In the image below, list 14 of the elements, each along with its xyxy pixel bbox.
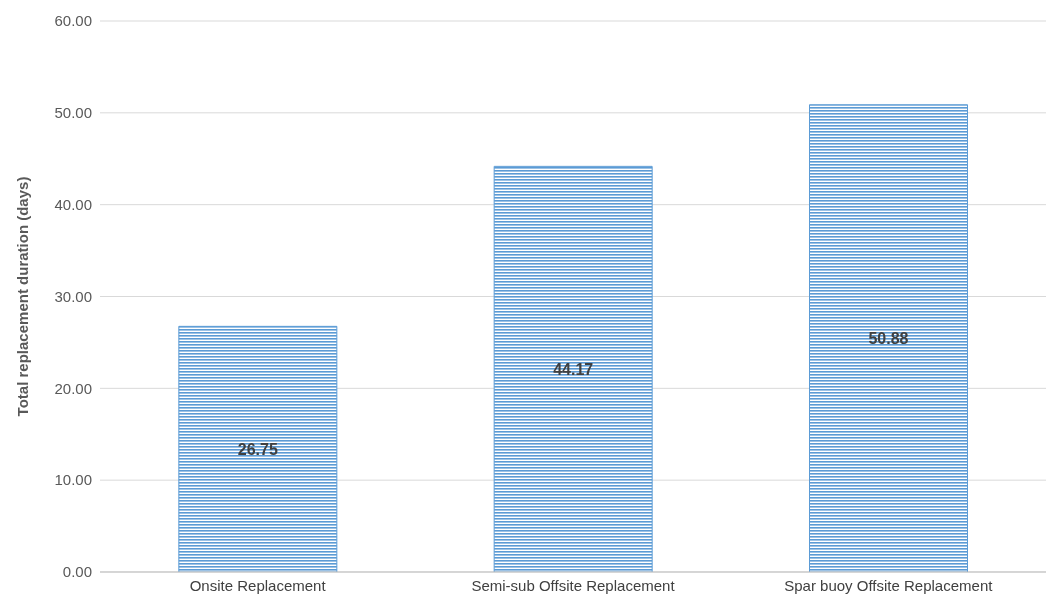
bar [493,165,653,572]
bar [809,104,968,572]
y-tick-label: 50.00 [54,104,92,122]
bar [178,325,338,572]
y-tick-label: 40.00 [54,195,92,213]
y-tick-label: 30.00 [54,287,92,305]
y-tick-label: 60.00 [54,12,92,30]
x-tick-label: Spar buoy Offsite Replacement [784,576,994,594]
x-tick-label: Onsite Replacement [189,576,327,594]
y-axis-title: Total replacement duration (days) [14,176,32,417]
x-tick-label: Semi-sub Offsite Replacement [471,576,676,594]
y-tick-label: 20.00 [54,379,92,397]
y-tick-label: 10.00 [54,471,92,489]
y-tick-label: 0.00 [62,563,92,581]
